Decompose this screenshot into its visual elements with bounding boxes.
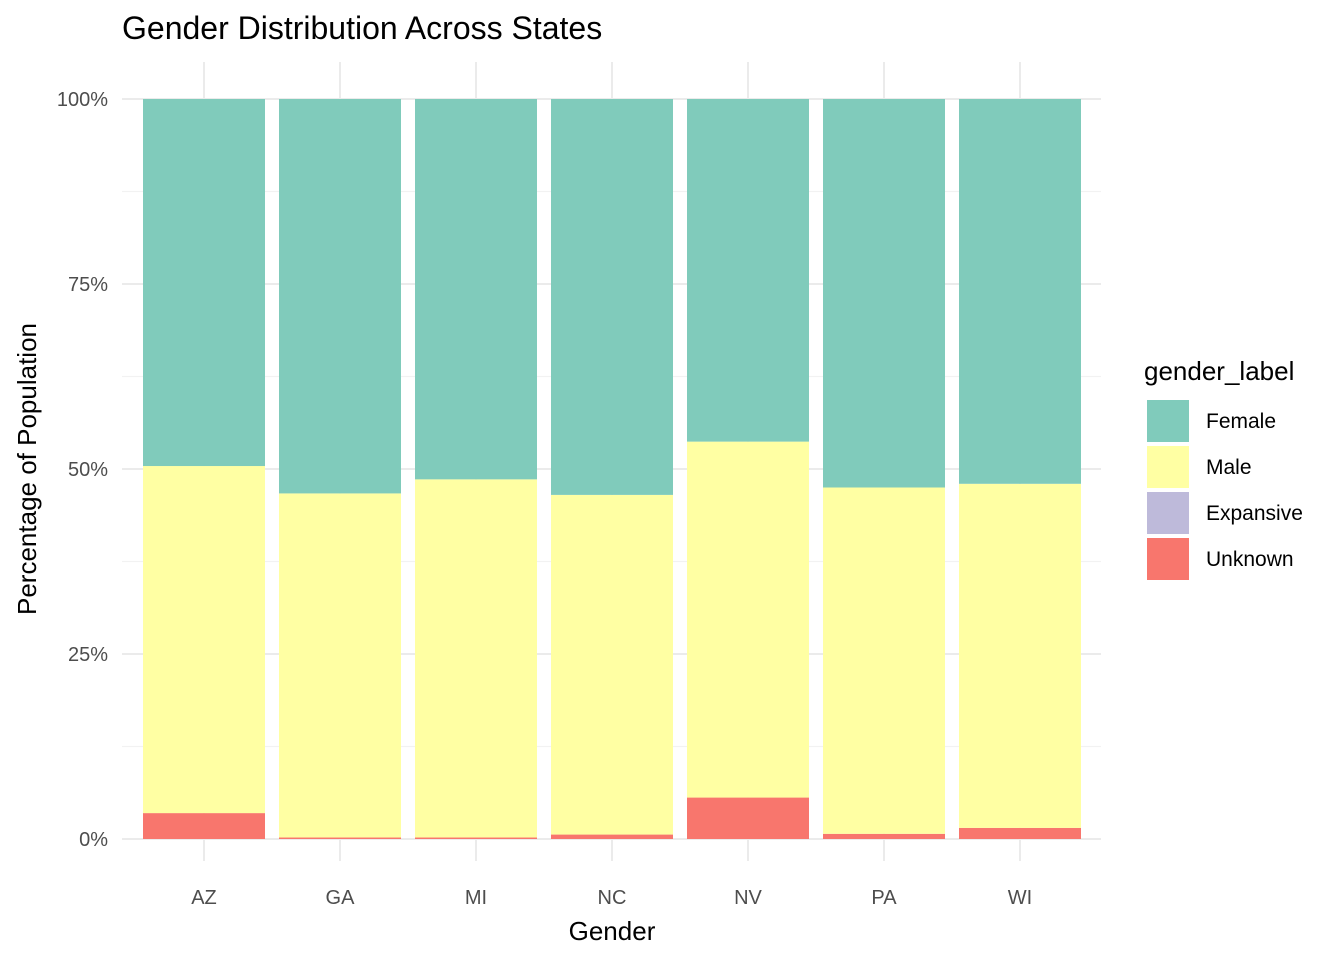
legend-title: gender_label [1144, 356, 1294, 386]
x-tick-label: PA [871, 887, 897, 909]
x-axis-title: Gender [569, 916, 656, 946]
bar-female-az [143, 99, 265, 467]
x-tick-label: NV [734, 887, 762, 909]
bar-male-wi [959, 483, 1081, 828]
legend-label-expansive: Expansive [1206, 502, 1303, 525]
y-axis-ticks: 0% 25% 50% 75% 100% [57, 89, 108, 851]
bar-male-nc [551, 494, 673, 835]
x-axis-ticks: AZ GA MI NC NV PA WI [191, 887, 1032, 909]
bars [143, 99, 1081, 839]
bar-female-mi [415, 99, 537, 480]
x-tick-label: WI [1008, 887, 1032, 909]
legend-label-female: Female [1206, 410, 1276, 433]
x-tick-label: NC [598, 887, 627, 909]
y-tick-label: 0% [79, 829, 108, 851]
bar-male-pa [823, 487, 945, 834]
x-tick-label: GA [326, 887, 356, 909]
bar-unknown-wi [959, 827, 1081, 839]
y-tick-label: 75% [68, 274, 108, 296]
legend-key-expansive [1147, 492, 1189, 534]
bar-female-wi [959, 99, 1081, 484]
bar-male-nv [687, 441, 809, 798]
bar-male-ga [279, 493, 401, 838]
bar-unknown-az [143, 813, 265, 839]
bar-unknown-ga [279, 837, 401, 839]
legend-key-female [1147, 400, 1189, 442]
bar-unknown-nc [551, 834, 673, 839]
bar-male-mi [415, 479, 537, 838]
bar-male-az [143, 466, 265, 814]
legend-label-male: Male [1206, 456, 1252, 479]
y-tick-label: 25% [68, 644, 108, 666]
y-tick-label: 100% [57, 89, 108, 111]
x-tick-label: AZ [191, 887, 217, 909]
x-tick-label: MI [465, 887, 487, 909]
bar-unknown-nv [687, 797, 809, 839]
bar-female-ga [279, 99, 401, 494]
legend: gender_label Female Male Expansive Unknown [1144, 356, 1303, 580]
legend-key-male [1147, 446, 1189, 488]
legend-key-unknown [1147, 538, 1189, 580]
bar-unknown-mi [415, 837, 537, 839]
y-tick-label: 50% [68, 459, 108, 481]
chart-title: Gender Distribution Across States [122, 10, 602, 46]
bar-female-nc [551, 99, 673, 495]
bar-female-nv [687, 99, 809, 442]
bar-unknown-pa [823, 833, 945, 839]
y-axis-title: Percentage of Population [12, 323, 42, 615]
bar-female-pa [823, 99, 945, 488]
legend-label-unknown: Unknown [1206, 548, 1294, 571]
